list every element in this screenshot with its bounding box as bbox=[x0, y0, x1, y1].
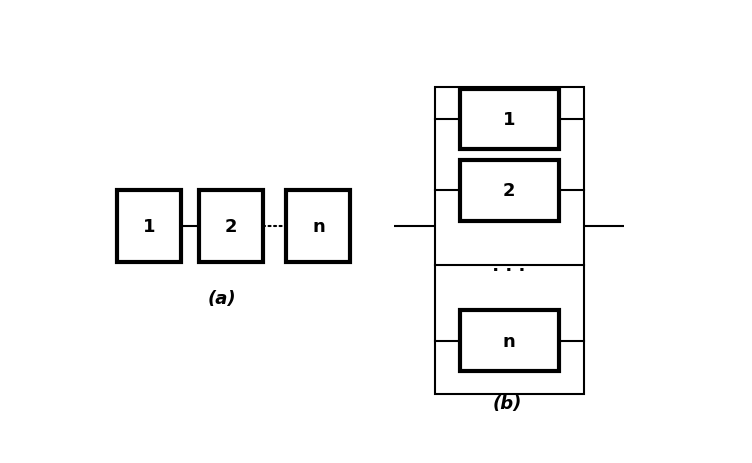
Text: n: n bbox=[503, 332, 516, 350]
Text: 2: 2 bbox=[225, 218, 237, 236]
Text: (b): (b) bbox=[493, 394, 523, 412]
Text: n: n bbox=[312, 218, 325, 236]
Text: . . .: . . . bbox=[487, 257, 532, 275]
Text: 1: 1 bbox=[143, 218, 156, 236]
Bar bbox=[459, 161, 559, 221]
Bar bbox=[117, 191, 181, 263]
Text: (a): (a) bbox=[208, 289, 237, 307]
Bar bbox=[199, 191, 263, 263]
Bar bbox=[459, 311, 559, 371]
Text: 1: 1 bbox=[503, 111, 515, 129]
Bar bbox=[459, 89, 559, 150]
Bar bbox=[435, 88, 584, 394]
Bar bbox=[287, 191, 350, 263]
Text: 2: 2 bbox=[503, 182, 515, 200]
